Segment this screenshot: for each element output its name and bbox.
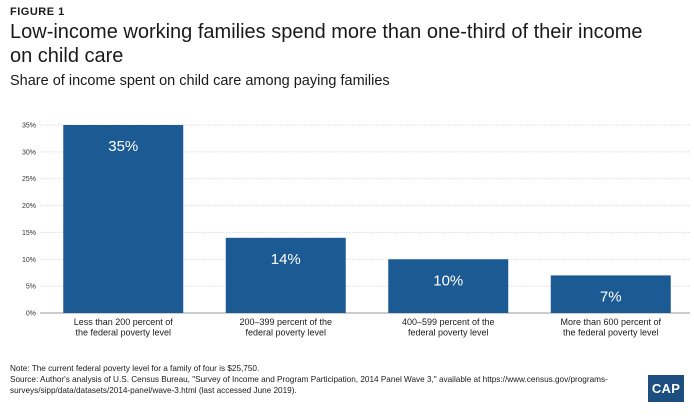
y-tick-label: 15% [22, 230, 36, 237]
category-label: the federal poverty level [563, 328, 659, 338]
bar [63, 125, 184, 313]
category-label: federal poverty level [408, 328, 489, 338]
bar-chart: 0% 5% 10% 15% 20% 25% 30% 35% 35% 14% 10% 7% Less … [22, 123, 690, 338]
source-text: Source: Author's analysis of U.S. Census… [10, 375, 608, 395]
y-tick-label: 10% [22, 257, 36, 264]
bar [388, 259, 509, 313]
category-label: the federal poverty level [75, 328, 171, 338]
category-label: federal poverty level [245, 328, 326, 338]
bars: 35% 14% 10% 7% [63, 125, 671, 313]
y-tick-label: 30% [22, 149, 36, 156]
chart-subtitle: Share of income spent on child care amon… [10, 73, 390, 89]
category-label: 200–399 percent of the [239, 317, 332, 327]
y-axis-ticks: 0% 5% 10% 15% 20% 25% 30% 35% [22, 123, 36, 318]
footnotes: Note: The current federal poverty level … [10, 363, 630, 396]
y-tick-label: 20% [22, 203, 36, 210]
bar-data-label: 7% [600, 288, 622, 305]
category-label: More than 600 percent of [560, 317, 661, 327]
category-label: Less than 200 percent of [74, 317, 174, 327]
y-tick-label: 35% [22, 123, 36, 130]
bar-data-label: 35% [108, 138, 138, 155]
bar-data-label: 14% [271, 251, 301, 268]
bar [550, 275, 671, 313]
bar [225, 237, 346, 313]
note-text: Note: The current federal poverty level … [10, 364, 260, 373]
chart-title: Low-income working families spend more t… [10, 21, 643, 67]
y-tick-label: 0% [26, 311, 36, 318]
y-tick-label: 5% [26, 284, 36, 291]
y-tick-label: 25% [22, 176, 36, 183]
figure-label: FIGURE 1 [10, 6, 65, 18]
cap-logo: CAP [648, 375, 684, 402]
category-label: 400–599 percent of the [402, 317, 495, 327]
bar-data-label: 10% [433, 272, 463, 289]
